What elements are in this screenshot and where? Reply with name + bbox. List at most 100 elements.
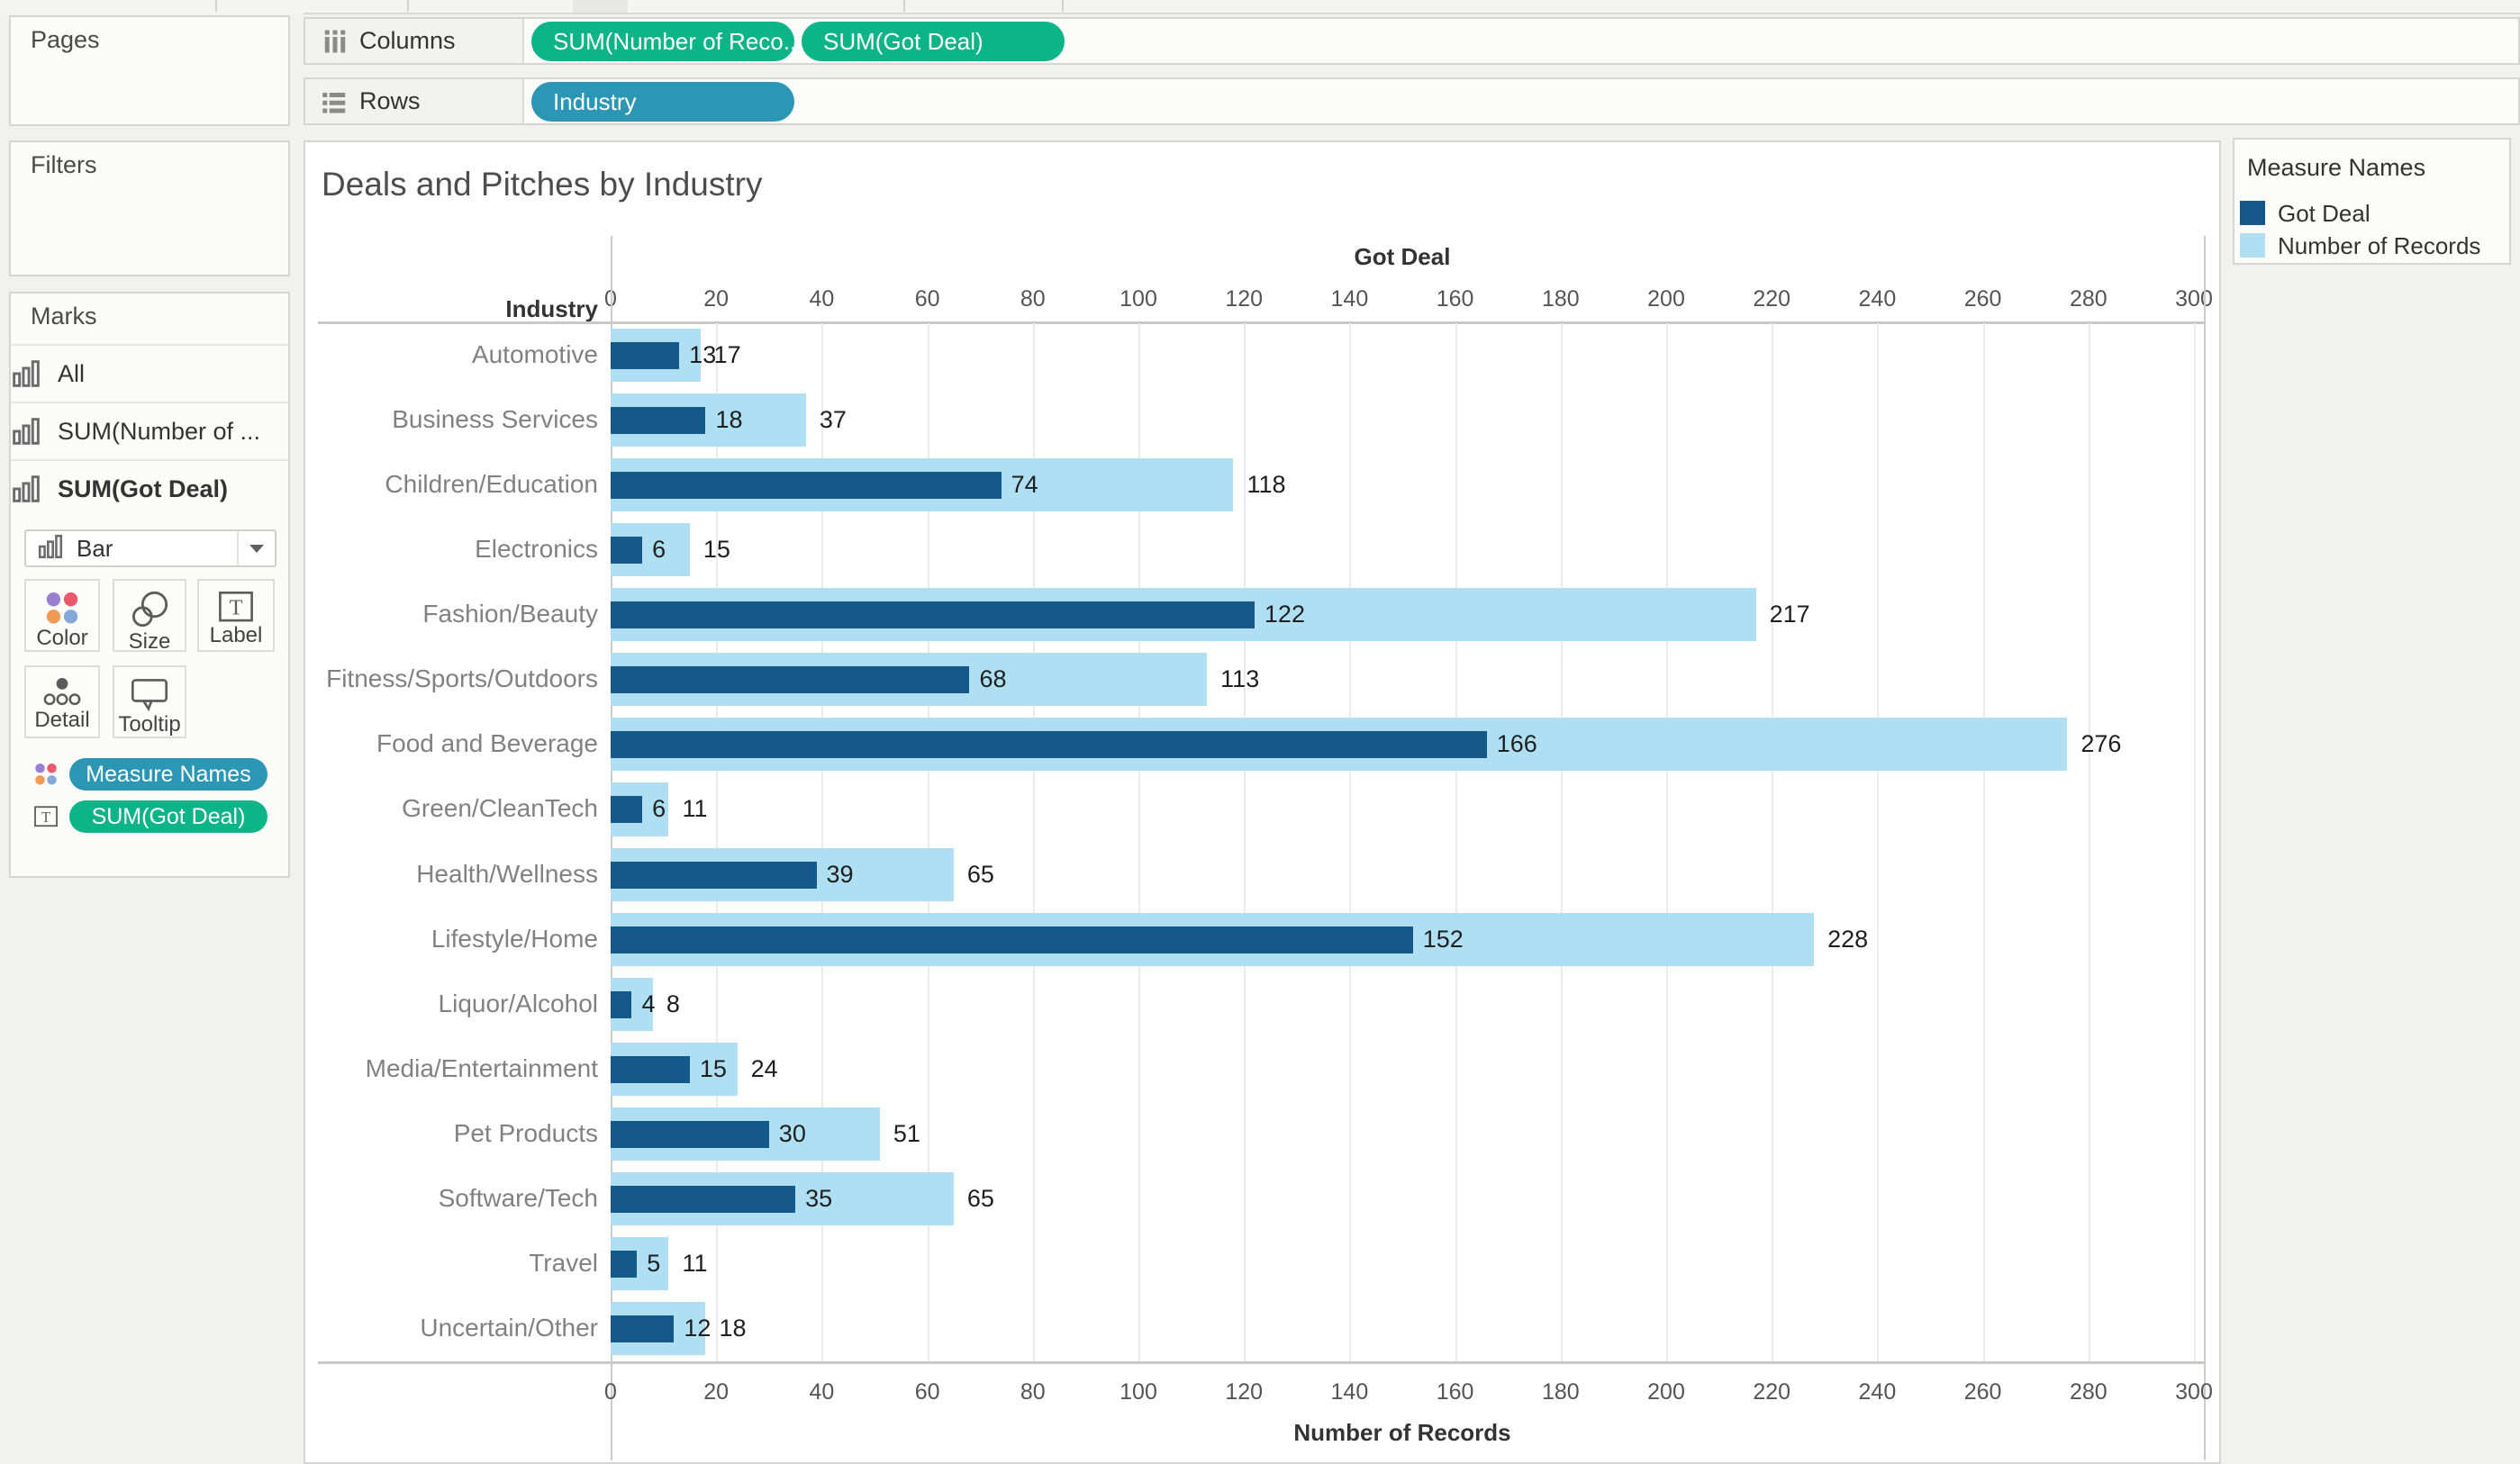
toolbar-divider	[215, 0, 217, 12]
value-label-got-deal: 122	[1264, 601, 1305, 628]
marks-pill-row: T SUM(Got Deal)	[11, 800, 288, 833]
tooltip-button[interactable]: Tooltip	[113, 665, 186, 738]
mark-type-value: Bar	[77, 534, 113, 562]
color-button[interactable]: Color	[24, 579, 100, 652]
top-axis-tick-label: 300	[2175, 286, 2213, 312]
bottom-axis-tick-label: 20	[703, 1379, 730, 1405]
bar-got-deal[interactable]	[611, 407, 706, 435]
mark-type-caret-zone[interactable]	[237, 531, 275, 565]
top-axis-tick-label: 60	[914, 286, 940, 312]
bottom-axis-title: Number of Records	[1293, 1419, 1511, 1446]
bar-got-deal[interactable]	[611, 472, 1002, 500]
bar-got-deal[interactable]	[611, 342, 680, 370]
gridline	[1032, 323, 1035, 1361]
value-label-got-deal: 13	[689, 341, 717, 369]
legend-item[interactable]: Got Deal	[2234, 199, 2509, 228]
marks-panel-label: Marks	[31, 303, 97, 330]
value-label-number-of-records: 11	[682, 795, 708, 823]
gridline	[1877, 323, 1880, 1361]
marks-tab-label: SUM(Number of ...	[58, 417, 261, 445]
category-label: Automotive	[471, 340, 598, 369]
filters-panel[interactable]: Filters	[9, 140, 290, 276]
bottom-axis-tick-label: 120	[1225, 1379, 1264, 1405]
category-label: Software/Tech	[438, 1183, 598, 1212]
label-button[interactable]: T Label	[197, 579, 275, 652]
gridline	[1560, 323, 1563, 1361]
mark-button-label: Detail	[34, 708, 90, 733]
toolbar-divider	[903, 0, 905, 12]
value-label-number-of-records: 65	[966, 1184, 994, 1212]
top-axis-tick-label: 140	[1330, 286, 1369, 312]
bar-chart-icon	[11, 474, 41, 504]
bottom-axis-tick-label: 160	[1436, 1379, 1474, 1405]
marks-tab-all[interactable]: All	[11, 344, 288, 402]
value-label-number-of-records: 217	[1769, 601, 1810, 628]
top-axis-tick-label: 20	[703, 286, 730, 312]
bar-got-deal[interactable]	[611, 1250, 638, 1278]
bottom-axis-tick-label: 80	[1020, 1379, 1046, 1405]
bottom-axis-tick-label: 100	[1119, 1379, 1157, 1405]
pages-panel[interactable]: Pages	[9, 15, 290, 126]
label-icon: T	[32, 805, 59, 828]
mark-type-dropdown[interactable]: Bar	[24, 529, 276, 567]
marks-tab-label: SUM(Got Deal)	[58, 474, 228, 502]
bottom-axis-tick-label: 140	[1330, 1379, 1369, 1405]
rows-shelf[interactable]: Rows Industry	[304, 77, 2520, 125]
category-label: Liquor/Alcohol	[438, 989, 598, 1017]
value-label-number-of-records: 65	[966, 860, 994, 888]
bottom-axis-tick-label: 280	[2069, 1379, 2108, 1405]
category-label: Business Services	[392, 405, 598, 434]
bar-got-deal[interactable]	[611, 666, 970, 694]
value-label-number-of-records: 8	[666, 990, 680, 1017]
marks-tab-sum-number-of[interactable]: SUM(Number of ...	[11, 402, 288, 459]
bar-got-deal[interactable]	[611, 926, 1413, 953]
columns-pill[interactable]: SUM(Number of Reco..	[531, 22, 794, 61]
bar-got-deal[interactable]	[611, 537, 643, 565]
top-axis-tick-label: 80	[1020, 286, 1046, 312]
value-label-got-deal: 74	[1011, 471, 1038, 499]
bar-chart-icon	[37, 533, 64, 565]
top-axis-tick-label: 180	[1541, 286, 1580, 312]
bar-got-deal[interactable]	[611, 1185, 796, 1213]
top-axis-tick-label: 280	[2069, 286, 2108, 312]
bar-got-deal[interactable]	[611, 990, 632, 1018]
bar-got-deal[interactable]	[611, 796, 643, 824]
legend-swatch	[2240, 201, 2265, 225]
bar-got-deal[interactable]	[611, 1120, 769, 1148]
toolbar-bottom-border	[304, 13, 2520, 14]
columns-shelf[interactable]: Columns SUM(Number of Reco.. SUM(Got Deal…	[304, 17, 2520, 65]
size-icon	[130, 590, 169, 629]
mark-button-label: Size	[128, 629, 171, 654]
value-label-number-of-records: 118	[1246, 471, 1286, 499]
bottom-separator	[318, 1361, 2206, 1364]
category-label: Media/Entertainment	[365, 1053, 598, 1082]
marks-tab-sum-got-deal[interactable]: SUM(Got Deal)	[11, 459, 288, 517]
columns-shelf-header: Columns	[305, 19, 524, 63]
bar-got-deal[interactable]	[611, 1315, 675, 1342]
marks-pill-sum-got-deal[interactable]: SUM(Got Deal)	[69, 800, 267, 833]
bar-got-deal[interactable]	[611, 1055, 690, 1083]
value-label-number-of-records: 18	[719, 1314, 747, 1342]
legend-card: Measure Names Got Deal Number of Records	[2233, 138, 2511, 265]
value-label-number-of-records: 15	[703, 536, 730, 564]
value-label-got-deal: 39	[826, 860, 854, 888]
toolbar-button-remnant	[573, 0, 628, 13]
bar-got-deal[interactable]	[611, 731, 1487, 759]
bottom-axis-tick-label: 200	[1647, 1379, 1685, 1405]
value-label-got-deal: 6	[652, 795, 666, 823]
value-label-got-deal: 4	[641, 990, 656, 1017]
marks-pill-measure-names[interactable]: Measure Names	[69, 758, 267, 791]
detail-button[interactable]: Detail	[24, 665, 100, 738]
bottom-axis-tick-label: 260	[1963, 1379, 2002, 1405]
header-separator	[318, 321, 2206, 324]
rows-pill[interactable]: Industry	[531, 82, 794, 122]
bar-got-deal[interactable]	[611, 601, 1255, 629]
size-button[interactable]: Size	[113, 579, 186, 654]
value-label-number-of-records: 37	[819, 406, 847, 434]
bar-got-deal[interactable]	[611, 861, 817, 889]
top-axis-tick-label: 40	[809, 286, 835, 312]
columns-pill[interactable]: SUM(Got Deal)	[802, 22, 1065, 61]
top-axis-tick-label: 220	[1753, 286, 1791, 312]
top-axis-tick-label: 120	[1225, 286, 1264, 312]
legend-item[interactable]: Number of Records	[2234, 231, 2509, 260]
